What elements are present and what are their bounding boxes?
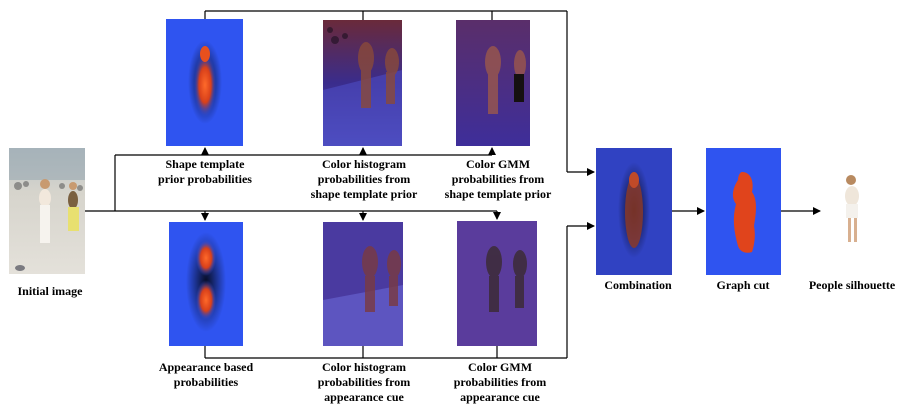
label-appearance: Appearance based probabilities (158, 360, 254, 389)
shape-prior-map (166, 19, 243, 146)
label-gmm-shape: Color GMM probabilities from shape templ… (444, 157, 552, 201)
label-combination: Combination (604, 278, 672, 292)
initial-image (9, 148, 85, 274)
hist-shape-map (323, 20, 402, 146)
label-hist-shape: Color histogram probabilities from shape… (310, 157, 418, 201)
gmm-app-map (457, 221, 537, 346)
label-shape-prior: Shape template prior probabilities (158, 157, 252, 186)
appearance-map (169, 222, 243, 346)
silhouette-image (845, 175, 859, 242)
graphcut-map (706, 148, 781, 275)
combination-map (596, 148, 672, 275)
label-graphcut: Graph cut (716, 278, 770, 292)
gmm-shape-map (456, 20, 530, 146)
label-gmm-app: Color GMM probabilities from appearance … (453, 360, 547, 404)
label-initial-image: Initial image (17, 284, 83, 298)
hist-app-map (323, 222, 403, 346)
label-silhouette: People silhouette (808, 278, 896, 292)
connectors (85, 10, 821, 359)
label-hist-app: Color histogram probabilities from appea… (317, 360, 411, 404)
